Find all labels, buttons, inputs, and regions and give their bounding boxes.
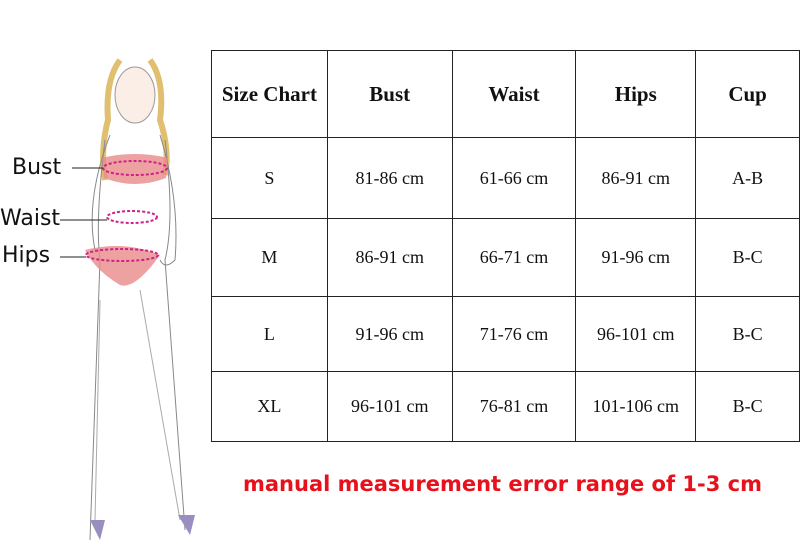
- header-size: Size Chart: [211, 50, 328, 138]
- cell-size: XL: [211, 371, 328, 442]
- size-chart-table: Size Chart Bust Waist Hips Cup S 81-86 c…: [211, 50, 800, 442]
- cell-size: S: [211, 137, 328, 219]
- cell-cup: B-C: [695, 218, 800, 297]
- cell-cup: B-C: [695, 296, 800, 372]
- hips-label: Hips: [2, 243, 51, 268]
- bust-label: Bust: [12, 155, 62, 180]
- cell-waist: 71-76 cm: [451, 296, 577, 372]
- cell-size: L: [211, 296, 328, 372]
- cell-hips: 96-101 cm: [575, 296, 697, 372]
- cell-bust: 81-86 cm: [326, 137, 453, 219]
- header-hips: Hips: [575, 50, 697, 138]
- table-row: M 86-91 cm 66-71 cm 91-96 cm B-C: [211, 218, 800, 297]
- cell-bust: 96-101 cm: [326, 371, 453, 442]
- cell-bust: 86-91 cm: [326, 218, 453, 297]
- header-bust: Bust: [326, 50, 453, 138]
- cell-cup: B-C: [695, 371, 800, 442]
- table-row: S 81-86 cm 61-66 cm 86-91 cm A-B: [211, 137, 800, 219]
- cell-hips: 86-91 cm: [575, 137, 697, 219]
- cell-waist: 61-66 cm: [451, 137, 577, 219]
- model-illustration: [60, 58, 195, 541]
- waist-label: Waist: [0, 206, 61, 231]
- cell-hips: 91-96 cm: [575, 218, 697, 297]
- table-row: L 91-96 cm 71-76 cm 96-101 cm B-C: [211, 296, 800, 372]
- table-row: XL 96-101 cm 76-81 cm 101-106 cm B-C: [211, 371, 800, 442]
- cell-waist: 76-81 cm: [451, 371, 577, 442]
- cell-hips: 101-106 cm: [575, 371, 697, 442]
- cell-bust: 91-96 cm: [326, 296, 453, 372]
- header-cup: Cup: [695, 50, 800, 138]
- cell-waist: 66-71 cm: [451, 218, 577, 297]
- measurement-error-note: manual measurement error range of 1-3 cm: [243, 472, 762, 496]
- cell-cup: A-B: [695, 137, 800, 219]
- header-row: Size Chart Bust Waist Hips Cup: [211, 50, 800, 138]
- header-waist: Waist: [451, 50, 577, 138]
- cell-size: M: [211, 218, 328, 297]
